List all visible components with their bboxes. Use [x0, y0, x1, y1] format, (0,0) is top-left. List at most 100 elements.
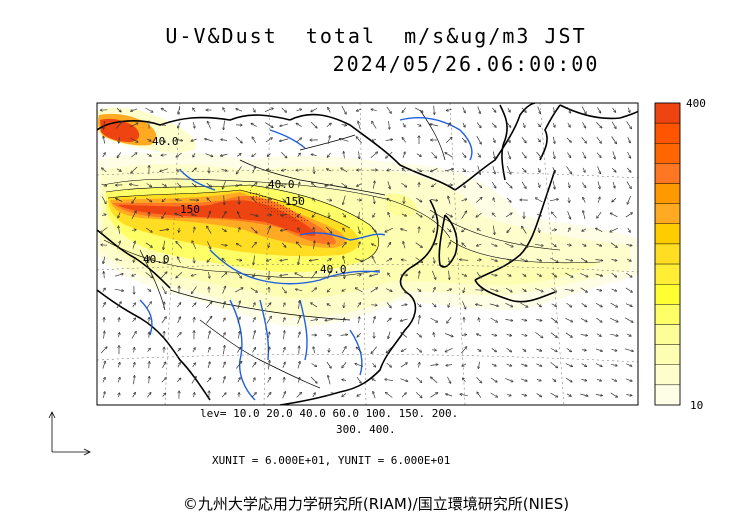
wind-arrow — [477, 165, 480, 175]
wind-arrow — [298, 255, 301, 265]
wind-arrow — [521, 334, 526, 335]
wind-arrow — [119, 318, 120, 323]
wind-arrow — [267, 393, 270, 398]
wind-arrow — [507, 137, 510, 142]
wind-arrow — [431, 168, 438, 172]
wind-arrow — [370, 273, 379, 276]
wind-arrow — [460, 394, 468, 397]
wind-arrow — [596, 136, 602, 143]
wind-arrow — [297, 153, 300, 157]
wind-arrow — [582, 228, 587, 231]
wind-arrow — [445, 153, 453, 158]
map-frame — [96, 102, 639, 406]
wind-arrow — [355, 364, 363, 367]
contour-levels: lev= 10.0 20.0 40.0 60.0 100. 150. 200. — [200, 407, 459, 420]
wind-arrow — [104, 272, 105, 279]
wind-arrow — [193, 227, 194, 233]
wind-arrow — [117, 152, 121, 158]
wind-arrow — [221, 168, 226, 171]
wind-arrow — [550, 332, 557, 338]
wind-arrow — [206, 317, 211, 324]
wind-arrow — [401, 286, 406, 293]
contour-label: 40.0 — [152, 135, 179, 148]
wind-arrow — [207, 226, 212, 234]
wind-arrow — [356, 288, 363, 293]
wind-arrow — [417, 288, 420, 292]
wind-arrow — [536, 258, 542, 261]
wind-arrow — [521, 288, 526, 292]
wind-arrow — [415, 257, 423, 263]
wind-arrow — [237, 347, 240, 353]
wind-arrow — [162, 124, 167, 125]
wind-arrow — [432, 183, 437, 186]
wind-arrow — [388, 331, 391, 339]
wind-arrow — [284, 378, 285, 383]
wind-arrow — [401, 229, 408, 232]
colorbar-swatch — [654, 344, 681, 365]
wind-arrow — [236, 271, 242, 278]
wind-arrow — [505, 302, 513, 306]
wind-arrow — [370, 288, 378, 293]
wind-arrow — [269, 332, 270, 338]
wind-arrow — [491, 243, 497, 246]
wind-arrow — [267, 181, 272, 188]
wind-arrow — [504, 242, 513, 246]
wind-arrow — [462, 243, 467, 248]
wind-arrow — [611, 136, 617, 144]
wind-arrow — [114, 288, 124, 291]
wind-arrow — [177, 378, 180, 382]
wind-arrow — [479, 318, 480, 323]
wind-arrow — [205, 153, 212, 157]
wind-arrow — [595, 259, 603, 260]
wind-arrow — [538, 182, 539, 187]
contour-label: 150 — [285, 195, 305, 208]
wind-arrow — [221, 273, 226, 278]
wind-arrow — [611, 121, 616, 129]
wind-arrow — [373, 212, 376, 217]
contour-label: 40.0 — [268, 178, 295, 191]
wind-arrow — [627, 151, 631, 158]
wind-arrow — [431, 244, 436, 247]
wind-arrow — [147, 348, 151, 352]
wind-arrow — [580, 272, 587, 276]
wind-arrow — [280, 123, 289, 126]
wind-arrow — [536, 379, 541, 380]
wind-arrow — [447, 110, 452, 111]
wind-arrow — [462, 122, 465, 127]
wind-arrow — [595, 363, 602, 367]
wind-arrow — [342, 393, 347, 397]
wind-arrow — [492, 213, 496, 218]
wind-arrow — [431, 303, 436, 306]
wind-arrow — [267, 226, 271, 234]
wind-arrow — [297, 362, 300, 369]
wind-arrow — [477, 348, 480, 351]
wind-arrow — [341, 182, 347, 187]
wind-arrow — [371, 227, 376, 232]
wind-arrow — [550, 392, 558, 397]
wind-arrow — [101, 183, 107, 186]
wind-arrow — [566, 137, 571, 142]
wind-arrow — [191, 168, 196, 173]
wind-arrow — [536, 273, 541, 276]
wind-arrow — [625, 303, 632, 307]
wind-arrow — [252, 153, 257, 157]
wind-arrow — [236, 362, 241, 369]
wind-arrow — [161, 183, 166, 186]
wind-arrow — [297, 332, 300, 338]
wind-arrow — [565, 332, 572, 337]
wind-arrow — [434, 105, 435, 114]
contour-lines — [102, 178, 601, 279]
wind-arrow — [596, 289, 602, 290]
colorbar-swatch — [654, 183, 681, 204]
wind-arrow — [116, 302, 121, 309]
wind-arrow — [386, 347, 392, 352]
wind-arrow — [357, 332, 361, 337]
wind-arrow — [565, 259, 573, 260]
wind-arrow — [344, 152, 345, 159]
wind-arrow — [296, 138, 302, 143]
wind-arrow — [477, 106, 480, 114]
wind-arrow — [328, 288, 331, 291]
wind-arrow — [447, 242, 451, 248]
wind-arrow — [342, 362, 347, 367]
wind-arrow — [101, 196, 106, 204]
